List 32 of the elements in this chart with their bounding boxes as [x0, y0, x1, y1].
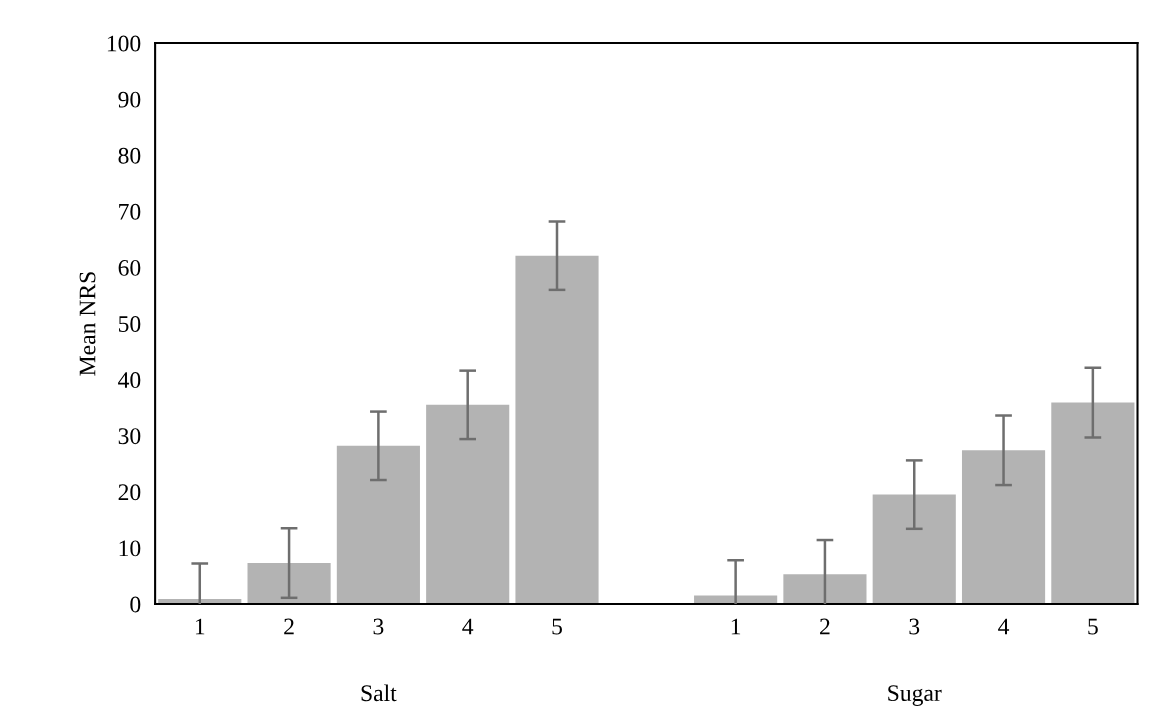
x-tick-label: 5 [552, 618, 562, 635]
x-tick-label: 5 [1088, 618, 1098, 635]
bar [872, 494, 956, 604]
bar [336, 445, 420, 604]
x-tick-label: 4 [998, 618, 1010, 635]
x-tick-label: 2 [820, 618, 830, 635]
x-tick-label: 3 [373, 618, 384, 635]
y-tick-label: 40 [118, 372, 141, 389]
y-tick-label: 50 [118, 316, 141, 332]
y-tick-label: 20 [118, 484, 141, 501]
bar [515, 255, 599, 604]
x-tick-label: 2 [284, 618, 294, 635]
x-tick-label: 3 [909, 618, 920, 635]
y-tick-label: 80 [118, 147, 141, 164]
y-tick-label: 30 [118, 428, 141, 445]
y-axis-title: Mean NRS [79, 272, 96, 376]
bar [783, 574, 867, 604]
bar [247, 563, 331, 604]
y-tick-label: 100 [107, 35, 141, 52]
y-tick-label: 10 [119, 540, 141, 557]
x-tick-label: 4 [462, 618, 474, 635]
bar [1051, 402, 1135, 604]
x-tick-label: 1 [195, 618, 205, 635]
bar [426, 404, 510, 604]
y-tick-label: 90 [118, 91, 141, 108]
y-tick-label: 0 [130, 596, 141, 613]
x-tick-label: 1 [731, 618, 741, 635]
text: Salt [361, 684, 397, 702]
y-tick-label: 60 [118, 259, 141, 276]
bar [961, 450, 1046, 604]
text: Sugar [888, 685, 942, 706]
y-tick-label: 70 [119, 203, 141, 220]
